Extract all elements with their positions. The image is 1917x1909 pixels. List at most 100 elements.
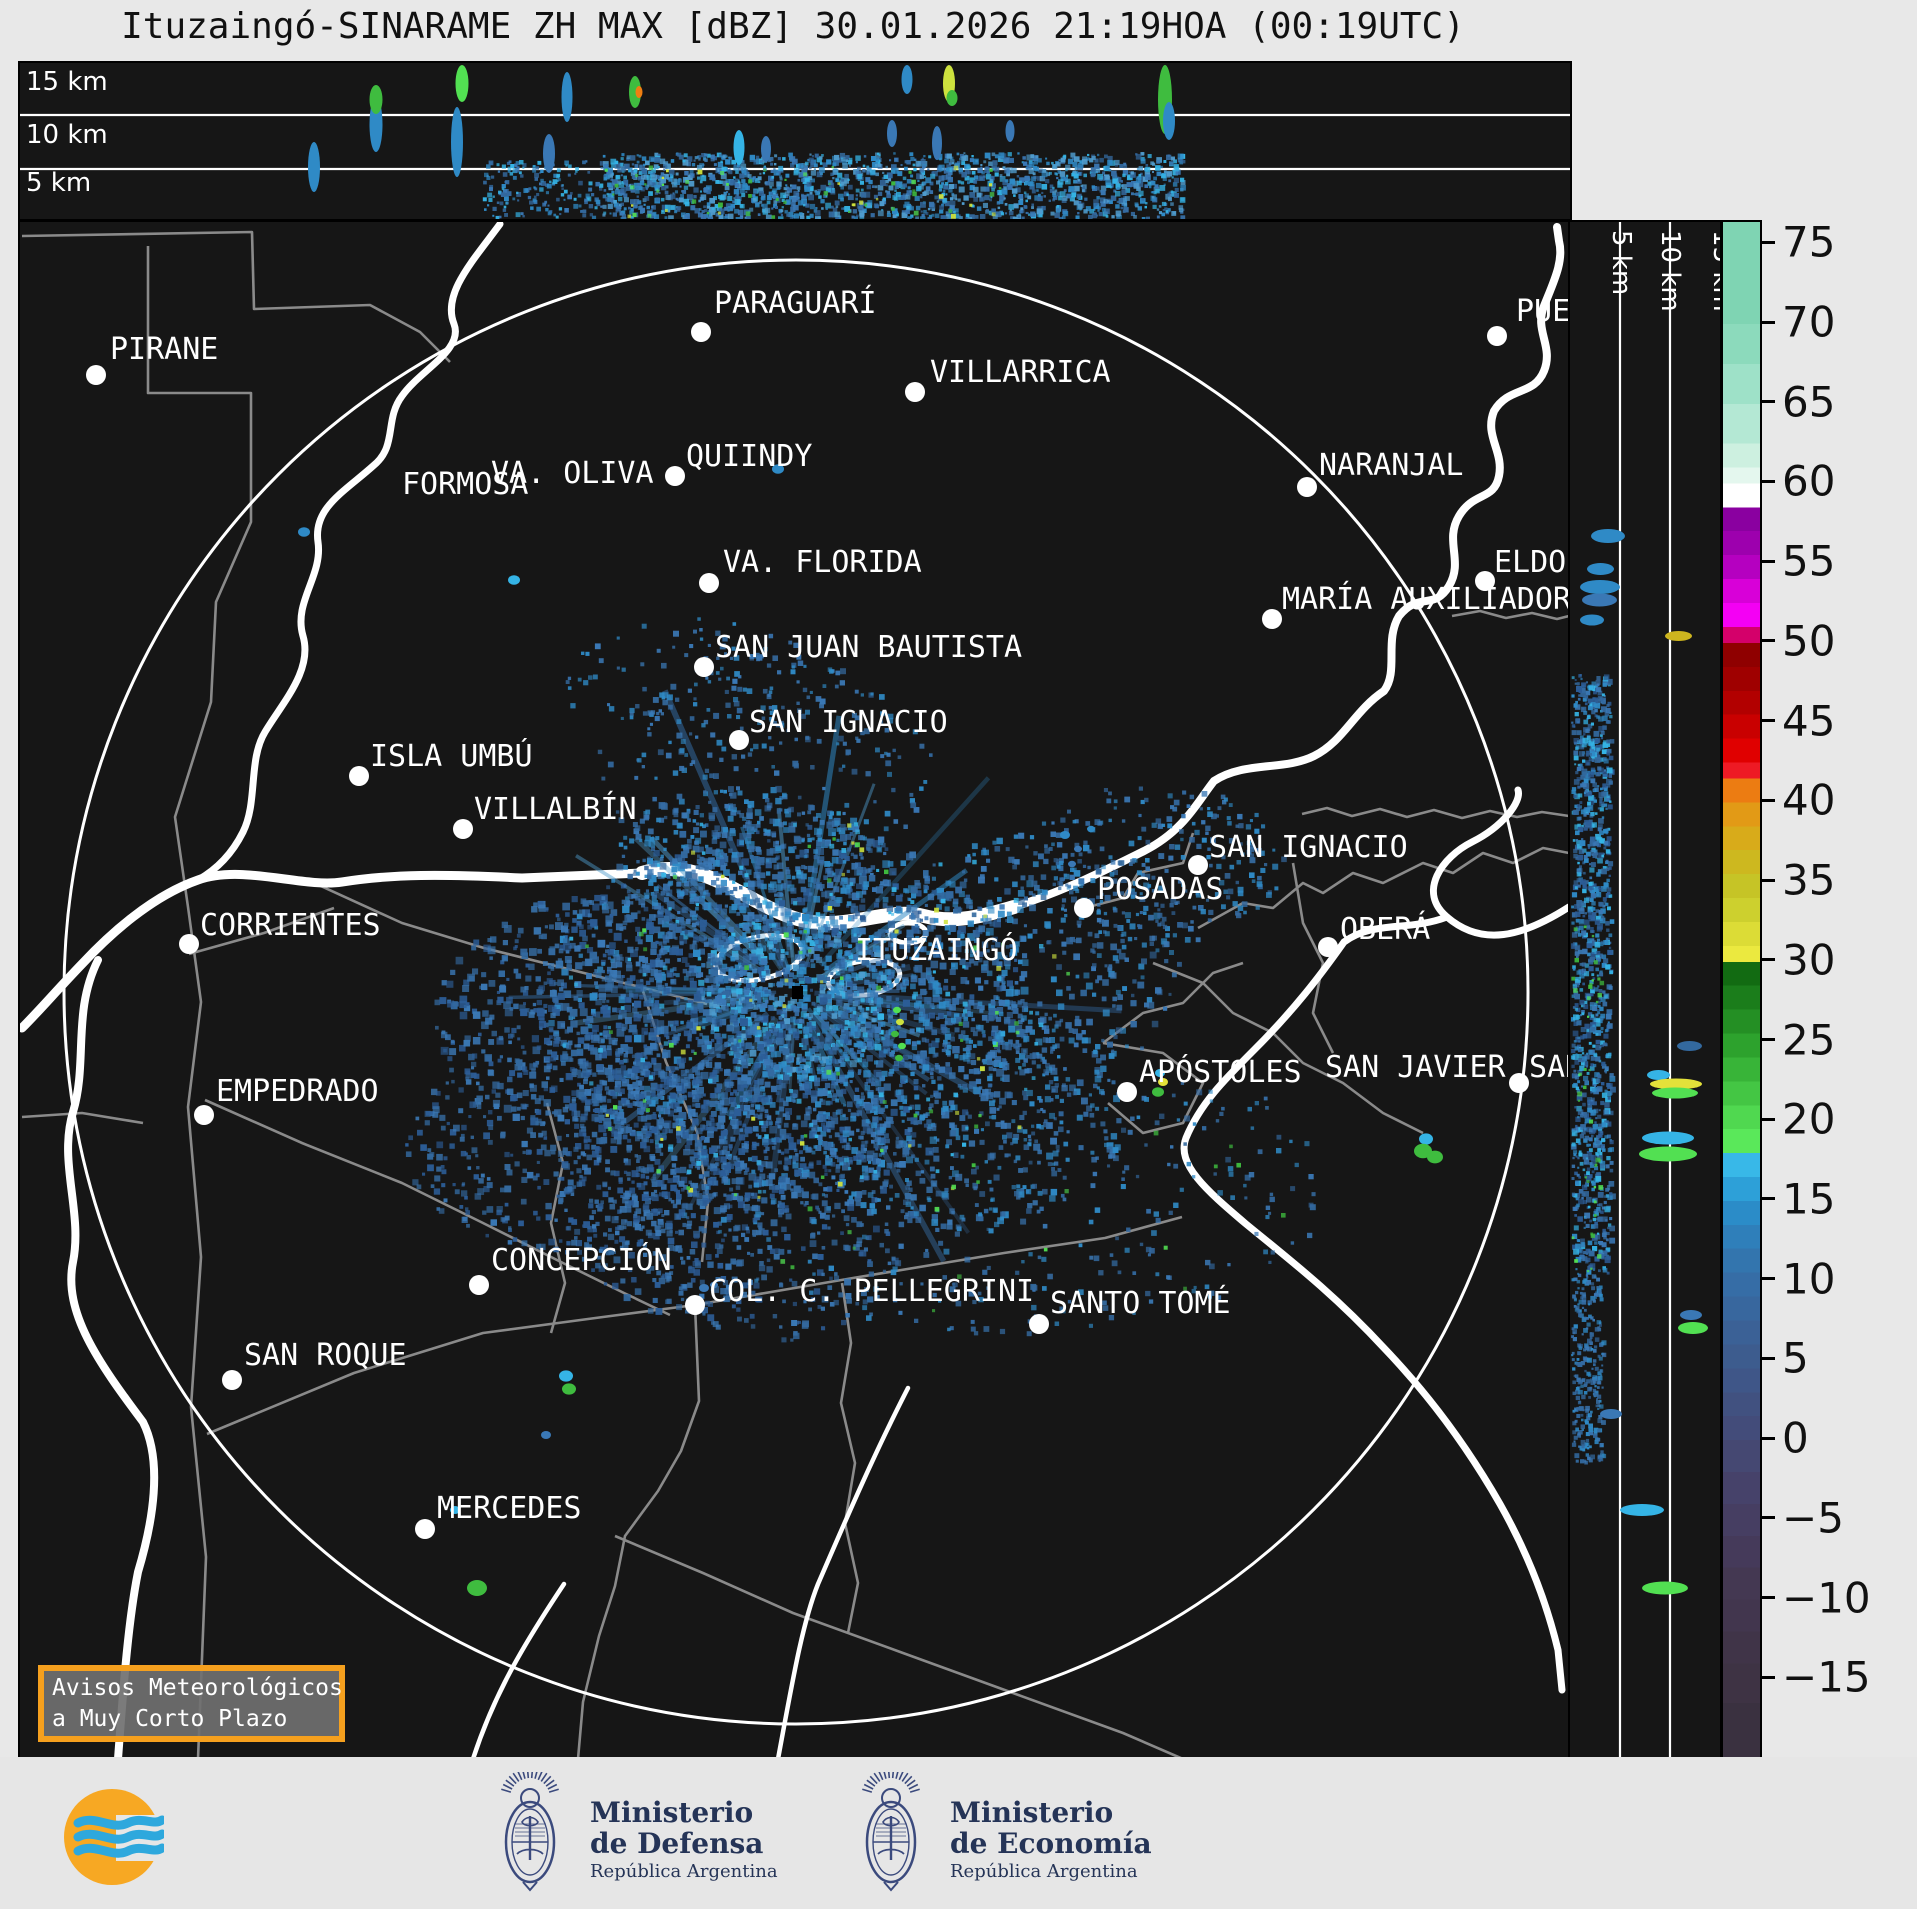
city-label: CORRIENTES: [200, 908, 381, 943]
city-label: SAN JAVIER: [1325, 1050, 1507, 1085]
coat-of-arms-defensa-icon: [501, 1772, 559, 1892]
city-label: FORMOSA: [402, 467, 528, 502]
city-dot: [691, 322, 711, 342]
city-label: PUERTO: [1516, 294, 1570, 329]
footer: Servicio Meteorológico Nacional Argentin…: [0, 1757, 1917, 1909]
city-dot: [349, 766, 369, 786]
coat-of-arms-economia-icon: [862, 1772, 920, 1892]
economia-line2: de Economía: [950, 1827, 1152, 1860]
top-cross-section-panel: 15 km 10 km 5 km: [18, 61, 1572, 221]
city-label: SAN IGNACIO: [1209, 830, 1408, 865]
city-label: QUIINDY: [686, 439, 812, 474]
colorbar-tick-label: 0: [1782, 1413, 1809, 1463]
city-dot: [1297, 477, 1317, 497]
colorbar-tick-label: −5: [1782, 1493, 1844, 1543]
colorbar-tick: [1760, 1356, 1775, 1360]
city-dot: [415, 1519, 435, 1539]
colorbar-tick: [1760, 400, 1775, 404]
reflectivity-colorbar: [1721, 220, 1762, 1761]
city-label: VILLALBÍN: [474, 791, 637, 827]
colorbar-tick: [1760, 1596, 1775, 1600]
warning-line-2: a Muy Corto Plazo: [52, 1706, 288, 1732]
colorbar-tick: [1760, 320, 1775, 324]
city-label: PIRANE: [110, 332, 218, 367]
colorbar-tick-label: 5: [1782, 1333, 1809, 1383]
city-dot: [1074, 898, 1094, 918]
colorbar-tick: [1760, 639, 1775, 643]
city-label: CONCEPCIÓN: [491, 1241, 672, 1278]
defensa-line3: República Argentina: [590, 1861, 778, 1882]
city-label: MERCEDES: [437, 1491, 582, 1526]
colorbar-tick: [1760, 559, 1775, 563]
colorbar-tick-label: 10: [1782, 1254, 1836, 1304]
smn-logo-icon: [64, 1789, 164, 1885]
city-label: PARAGUARÍ: [714, 285, 877, 321]
city-dot: [453, 819, 473, 839]
warning-line-1: Avisos Meteorológicos: [52, 1675, 343, 1701]
city-label: SAN: [1529, 1050, 1570, 1085]
colorbar-tick-label: 70: [1782, 297, 1836, 347]
right-cross-section-panel: 5 km 10 km 15 km: [1568, 220, 1722, 1761]
city-dot: [1318, 937, 1338, 957]
city-dot: [222, 1370, 242, 1390]
city-label: ELDORADO: [1494, 545, 1570, 580]
colorbar-tick-label: 15: [1782, 1174, 1836, 1224]
city-dot: [86, 365, 106, 385]
city-dot: [1117, 1082, 1137, 1102]
city-dot: [685, 1295, 705, 1315]
colorbar-tick: [1760, 240, 1775, 244]
defensa-line2: de Defensa: [590, 1827, 764, 1860]
city-label: SAN ROQUE: [244, 1338, 407, 1373]
city-dot: [469, 1275, 489, 1295]
city-dot: [1487, 326, 1507, 346]
height-axis-label: 15 km: [1707, 230, 1720, 312]
height-axis-label: 10 km: [26, 120, 108, 150]
range-circle: [62, 258, 1530, 1726]
colorbar-tick-label: 45: [1782, 696, 1836, 746]
city-label: OBERÁ: [1340, 911, 1430, 947]
ministerio-economia: Ministerio de Economía República Argenti…: [950, 1797, 1152, 1885]
height-axis-label: 10 km: [1655, 230, 1685, 312]
colorbar-tick-label: 50: [1782, 616, 1836, 666]
city-dot: [905, 382, 925, 402]
economia-line3: República Argentina: [950, 1861, 1138, 1882]
colorbar-tick-label: 75: [1782, 217, 1836, 267]
city-dot: [665, 466, 685, 486]
map-svg: PIRANE PARAGUARÍ VILLARRICA QUIINDY VA. OLIV…: [20, 222, 1570, 1759]
colorbar-tick-label: 20: [1782, 1094, 1836, 1144]
city-label: SAN IGNACIO: [749, 705, 948, 740]
city-label: ISLA UMBÚ: [370, 737, 533, 774]
colorbar-tick: [1760, 798, 1775, 802]
city-dot: [1188, 855, 1208, 875]
radar-echoes: [298, 464, 1443, 1596]
page-title: Ituzaingó-SINARAME ZH MAX [dBZ] 30.01.20…: [121, 6, 1465, 47]
city-label: APÓSTOLES: [1139, 1053, 1302, 1090]
province-borders: [21, 230, 1570, 1759]
colorbar-tick: [1760, 479, 1775, 483]
city-dot: [699, 573, 719, 593]
city-label: EMPEDRADO: [216, 1074, 379, 1109]
city-label: SANTO TOMÉ: [1050, 1285, 1231, 1321]
right-panel-echoes: [1571, 529, 1708, 1595]
height-axis-label: 5 km: [1606, 230, 1636, 295]
colorbar-tick: [1760, 1277, 1775, 1281]
colorbar-tick-label: 25: [1782, 1015, 1836, 1065]
colorbar-tick-label: 60: [1782, 456, 1836, 506]
colorbar-tick-label: 65: [1782, 377, 1836, 427]
colorbar-tick: [1760, 1197, 1775, 1201]
economia-line1: Ministerio: [950, 1796, 1114, 1829]
city-dot: [1262, 609, 1282, 629]
radar-map-panel: PIRANE PARAGUARÍ VILLARRICA QUIINDY VA. OLIV…: [18, 220, 1572, 1761]
city-dot: [694, 657, 714, 677]
height-axis-label: 5 km: [26, 168, 91, 198]
ministerio-defensa: Ministerio de Defensa República Argentin…: [590, 1797, 778, 1885]
city-label: NARANJAL: [1319, 448, 1464, 483]
colorbar-tick: [1760, 1038, 1775, 1042]
colorbar-tick: [1760, 1516, 1775, 1520]
warning-banner[interactable]: Avisos Meteorológicos a Muy Corto Plazo: [38, 1665, 345, 1742]
colorbar-tick-label: 40: [1782, 775, 1836, 825]
radar-site-marker: [792, 986, 803, 999]
colorbar-tick: [1760, 719, 1775, 723]
colorbar-tick-label: 30: [1782, 935, 1836, 985]
